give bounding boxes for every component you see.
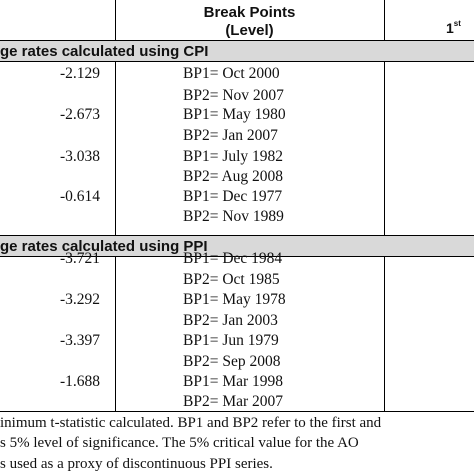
header-right-sup: st xyxy=(453,19,461,29)
break-point-2: BP2= Jan 2003 xyxy=(183,312,278,329)
footnote-line: s 5% level of significance. The 5% criti… xyxy=(0,435,359,451)
footnote-line: s used as a proxy of discontinuous PPI s… xyxy=(0,456,273,472)
break-point-1: BP1= Jun 1979 xyxy=(183,332,279,349)
break-point-2: BP2= Jan 2007 xyxy=(183,127,278,144)
break-point-2: BP2= Sep 2008 xyxy=(183,353,281,370)
break-point-2: BP2= Mar 2007 xyxy=(183,393,284,410)
break-point-1: BP1= Oct 2000 xyxy=(183,65,280,82)
break-point-2: BP2= Nov 1989 xyxy=(183,208,284,225)
t-statistic: -1.688 xyxy=(60,373,101,390)
table-header: Break Points (Level) 1st xyxy=(0,0,474,40)
break-point-1: BP1= Dec 1984 xyxy=(183,250,283,267)
header-title: Break Points xyxy=(203,4,296,21)
column-divider xyxy=(384,0,385,412)
t-statistic: -3.292 xyxy=(60,291,101,308)
break-point-2: BP2= Aug 2008 xyxy=(183,168,284,185)
section-header-cpi: ge rates calculated using CPI xyxy=(0,40,474,62)
t-statistic: -3.397 xyxy=(60,332,101,349)
t-statistic: -3.038 xyxy=(60,148,101,165)
t-statistic: -3.721 xyxy=(60,250,101,267)
header-subtitle: (Level) xyxy=(225,22,274,39)
t-statistic: -2.673 xyxy=(60,106,101,123)
break-point-1: BP1= May 1980 xyxy=(183,106,286,123)
break-point-1: BP1= Dec 1977 xyxy=(183,188,283,205)
header-right-text: 1 xyxy=(446,20,454,36)
t-statistic: -2.129 xyxy=(60,65,101,82)
break-point-2: BP2= Nov 2007 xyxy=(183,87,284,104)
footnote-line: inimum t-statistic calculated. BP1 and B… xyxy=(0,415,382,431)
section-title: ge rates calculated using PPI xyxy=(0,238,208,255)
break-point-2: BP2= Oct 1985 xyxy=(183,271,280,288)
column-divider xyxy=(115,0,116,412)
break-point-1: BP1= July 1982 xyxy=(183,148,284,165)
break-point-1: BP1= Mar 1998 xyxy=(183,373,284,390)
header-right-column: 1st xyxy=(446,19,461,36)
t-statistic: -0.614 xyxy=(60,188,101,205)
table-bottom-rule xyxy=(0,411,474,412)
break-point-1: BP1= May 1978 xyxy=(183,291,286,308)
section-header-ppi: ge rates calculated using PPI xyxy=(0,235,474,257)
section-title: ge rates calculated using CPI xyxy=(0,43,209,60)
